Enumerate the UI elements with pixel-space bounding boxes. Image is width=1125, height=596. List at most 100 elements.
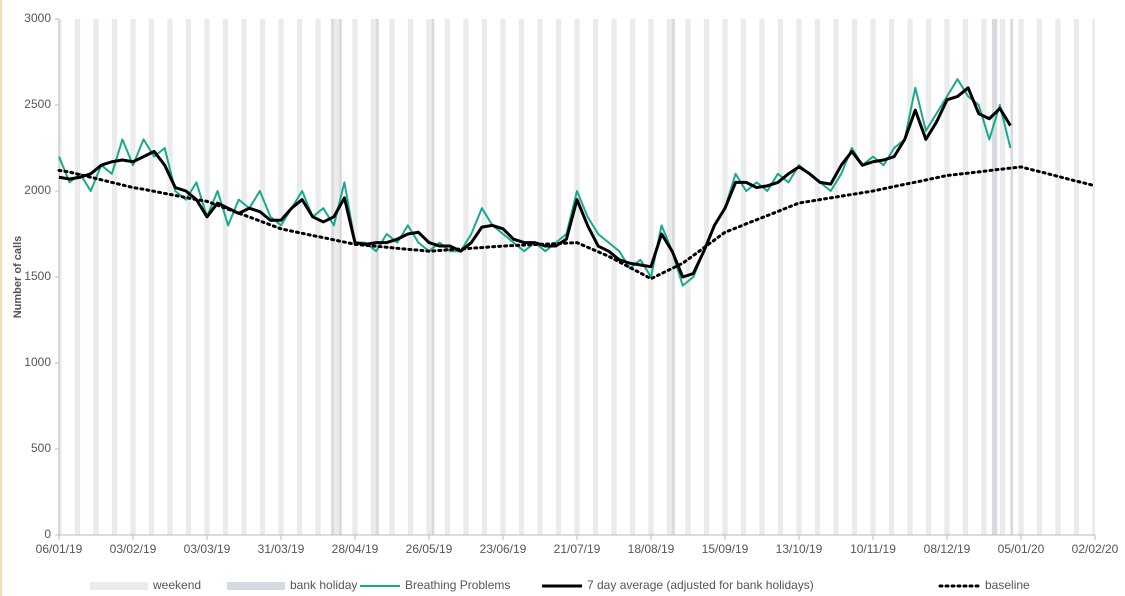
y-tick-label: 1000 [24, 355, 51, 369]
y-tick-label: 2500 [24, 97, 51, 111]
bank-holiday-band [431, 19, 435, 535]
weekend-band [833, 19, 836, 535]
bank-holiday-band [376, 19, 379, 535]
weekend-band [444, 19, 448, 535]
weekend-band [669, 19, 673, 535]
legend-swatch [227, 582, 285, 590]
legend-label: weekend [152, 578, 201, 592]
weekend-band [999, 19, 1003, 535]
weekend-band [315, 19, 318, 535]
weekend-band [722, 19, 725, 535]
weekend-band [962, 19, 966, 535]
weekend-band [281, 19, 284, 535]
weekend-band [1092, 19, 1095, 535]
legend-label: baseline [985, 578, 1030, 592]
weekend-band [611, 19, 614, 535]
weekend-band [133, 19, 136, 535]
weekend-band [762, 19, 765, 535]
weekend-band [336, 19, 340, 535]
x-tick-label: 08/12/19 [924, 542, 971, 556]
weekend-band [392, 19, 395, 535]
x-tick-label: 23/06/19 [480, 542, 527, 556]
weekend-band [244, 19, 247, 535]
weekend-band [944, 19, 947, 535]
weekend-band [484, 19, 488, 535]
weekend-band [151, 19, 155, 535]
weekend-band [632, 19, 636, 535]
weekend-band [463, 19, 466, 535]
weekend-band [130, 19, 133, 535]
legend-swatch [90, 582, 148, 590]
bank-holiday-band [991, 19, 995, 535]
weekend-band [318, 19, 321, 535]
weekend-band [558, 19, 562, 535]
x-tick-label: 10/11/19 [850, 542, 896, 556]
weekend-band [241, 19, 244, 535]
weekend-band [925, 19, 929, 535]
weekend-band [373, 19, 377, 535]
weekend-band [59, 19, 62, 535]
weekend-band [777, 19, 781, 535]
x-tick-label: 02/02/20 [1072, 542, 1119, 556]
weekend-band [743, 19, 747, 535]
weekend-band [540, 19, 543, 535]
legend-label: bank holiday [290, 578, 357, 592]
weekend-band [370, 19, 374, 535]
x-tick-label: 05/01/20 [998, 542, 1045, 556]
weekend-band [796, 19, 799, 535]
weekend-band [851, 19, 855, 535]
weekend-band [262, 19, 266, 535]
weekend-band [503, 19, 506, 535]
weekend-band [891, 19, 895, 535]
weekend-band [222, 19, 226, 535]
weekend-band [426, 19, 429, 535]
x-tick-label: 06/01/19 [36, 542, 83, 556]
weekend-band [93, 19, 96, 535]
y-tick-label: 2000 [24, 183, 51, 197]
weekend-band [148, 19, 152, 535]
weekend-band [836, 19, 839, 535]
weekend-band [928, 19, 932, 535]
y-tick-label: 3000 [24, 11, 51, 25]
bands [59, 19, 1095, 535]
weekend-band [1018, 19, 1021, 535]
weekend-band [740, 19, 744, 535]
weekend-band [500, 19, 503, 535]
weekend-band [780, 19, 784, 535]
weekend-band [447, 19, 451, 535]
weekend-band [521, 19, 525, 535]
weekend-band [799, 19, 802, 535]
weekend-band [706, 19, 710, 535]
x-tick-label: 31/03/19 [258, 542, 305, 556]
legend-label: 7 day average (adjusted for bank holiday… [587, 578, 814, 592]
weekend-band [577, 19, 580, 535]
x-tick-label: 13/10/19 [776, 542, 823, 556]
weekend-band [666, 19, 670, 535]
x-tick-label: 18/08/19 [628, 542, 675, 556]
weekend-band [167, 19, 170, 535]
weekend-band [1058, 19, 1061, 535]
weekend-band [410, 19, 414, 535]
weekend-band [907, 19, 910, 535]
weekend-band [299, 19, 303, 535]
weekend-band [1021, 19, 1024, 535]
weekend-band [225, 19, 229, 535]
weekend-band [466, 19, 469, 535]
weekend-band [278, 19, 281, 535]
weekend-band [355, 19, 358, 535]
weekend-band [114, 19, 118, 535]
bank-holiday-band [994, 19, 998, 535]
weekend-band [910, 19, 913, 535]
weekend-band [77, 19, 81, 535]
weekend-band [259, 19, 263, 535]
series-line [58, 78, 1012, 287]
weekend-band [555, 19, 559, 535]
legend-label: Breathing Problems [405, 578, 510, 592]
bank-holiday-band [331, 19, 334, 535]
weekend-band [185, 19, 189, 535]
weekend-band [1002, 19, 1006, 535]
y-tick-label: 1500 [24, 269, 51, 283]
weekend-band [296, 19, 300, 535]
weekend-band [429, 19, 432, 535]
y-axis-label: Number of calls [12, 236, 24, 319]
